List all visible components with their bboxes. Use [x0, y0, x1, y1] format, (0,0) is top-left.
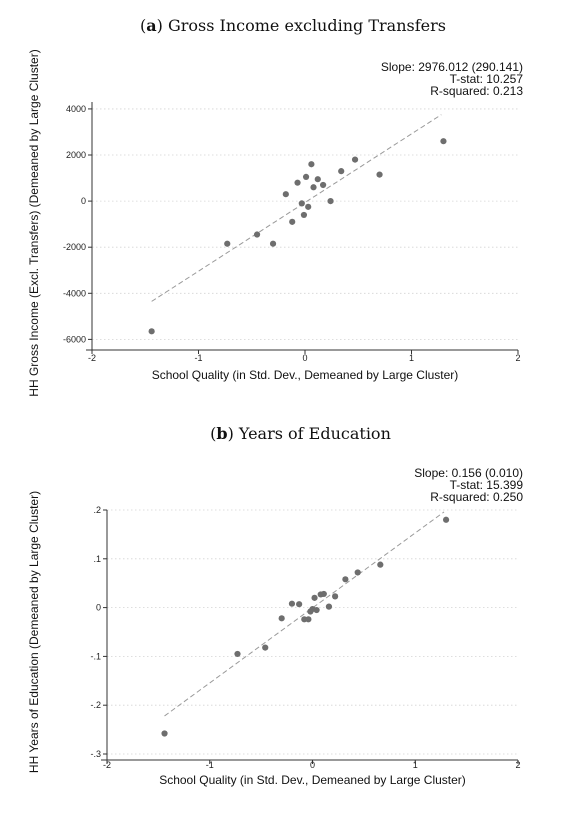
- panel-b: (b) Years of Education -.3 -.2 -.1 0 .1 .2 -2 -1…: [27, 424, 523, 787]
- x-tick-label: 1: [413, 760, 418, 770]
- x-tick-label: -2: [103, 760, 111, 770]
- stat-annotation: T-stat: 10.257: [450, 72, 524, 86]
- scatter-point: [262, 644, 269, 651]
- x-axis-label: School Quality (in Std. Dev., Demeaned b…: [152, 368, 459, 382]
- y-tick-label: -6000: [63, 334, 86, 344]
- x-tick-label: -2: [88, 353, 96, 363]
- scatter-point: [302, 173, 310, 181]
- y-tick-label: 4000: [66, 104, 86, 114]
- scatter-point: [376, 171, 383, 178]
- fit-line: [151, 114, 442, 302]
- scatter-point: [305, 203, 312, 210]
- scatter-point: [310, 184, 317, 191]
- scatter-point: [354, 569, 361, 576]
- y-axis-label: HH Gross Income (Excl. Transfers) (Demea…: [27, 49, 41, 396]
- y-axis-label: HH Years of Education (Demeaned by Large…: [27, 491, 41, 773]
- stat-annotation: R-squared: 0.250: [430, 490, 523, 504]
- y-tick-label: -4000: [63, 288, 86, 298]
- x-tick-label: -1: [194, 353, 202, 363]
- stat-annotation: Slope: 2976.012 (290.141): [381, 60, 523, 74]
- scatter-point: [296, 601, 303, 608]
- y-tick-label: -.2: [90, 700, 101, 710]
- panel-title: (a) Gross Income excluding Transfers: [140, 16, 446, 35]
- scatter-point: [314, 176, 321, 183]
- stat-annotation: T-stat: 15.399: [450, 478, 524, 492]
- scatter-point: [332, 593, 339, 600]
- y-tick-label: 2000: [66, 150, 86, 160]
- scatter-point: [278, 615, 285, 622]
- y-tick-label: -.1: [90, 651, 101, 661]
- scatter-point: [234, 650, 241, 658]
- scatter-point: [269, 240, 277, 247]
- scatter-point: [253, 231, 261, 238]
- panel-title: (b) Years of Education: [210, 424, 391, 443]
- scatter-point: [298, 200, 305, 207]
- scatter-point: [311, 594, 318, 601]
- scatter-point: [161, 730, 168, 737]
- y-tick-label: -.3: [90, 749, 101, 759]
- scatter-point: [313, 606, 320, 614]
- scatter-point: [342, 576, 349, 583]
- scatter-point: [289, 218, 296, 225]
- x-tick-label: 1: [409, 353, 414, 363]
- y-tick-label: 0: [96, 603, 101, 613]
- scatter-point: [308, 161, 315, 168]
- scatter-point: [325, 603, 333, 610]
- scatter-point: [338, 168, 345, 175]
- scatter-point: [320, 181, 327, 189]
- y-tick-label: .2: [93, 505, 101, 515]
- scatter-point: [300, 211, 308, 219]
- y-tick-label: -2000: [63, 242, 86, 252]
- scatter-point: [320, 590, 327, 598]
- x-axis-label: School Quality (in Std. Dev., Demeaned b…: [159, 773, 466, 787]
- scatter-point: [148, 328, 155, 335]
- y-tick-label: 0: [81, 196, 86, 206]
- panel-a: (a) Gross Income excluding Transfers -600…: [27, 16, 523, 397]
- x-tick-label: 0: [310, 760, 315, 770]
- scatter-point: [377, 561, 384, 568]
- x-tick-label: -1: [206, 760, 214, 770]
- scatter-point: [282, 191, 289, 198]
- scatter-point: [294, 179, 301, 186]
- stat-annotation: Slope: 0.156 (0.010): [414, 466, 523, 480]
- y-tick-label: .1: [93, 554, 101, 564]
- scatter-point: [327, 198, 334, 205]
- x-tick-label: 0: [302, 353, 307, 363]
- fit-line: [164, 511, 445, 717]
- scatter-point: [351, 156, 359, 163]
- scatter-point: [440, 138, 447, 145]
- stat-annotation: R-squared: 0.213: [430, 84, 523, 98]
- scatter-point: [288, 600, 296, 607]
- scatter-point: [224, 240, 231, 247]
- scatter-point: [305, 616, 312, 623]
- x-tick-label: 2: [515, 760, 520, 770]
- scatter-point: [442, 516, 450, 523]
- x-tick-label: 2: [515, 353, 520, 363]
